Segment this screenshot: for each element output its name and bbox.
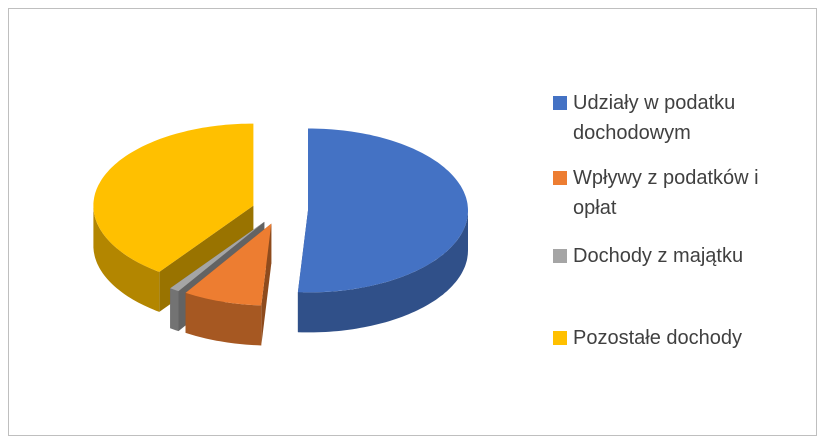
pie-slice (297, 128, 468, 333)
slice-face (297, 210, 468, 333)
legend-label: Pozostałe dochody (573, 327, 743, 349)
legend-swatch (553, 96, 567, 110)
slice-face (170, 221, 265, 292)
chart-frame (8, 8, 817, 436)
legend-item: Wpływy z podatków i opłat (553, 163, 793, 223)
slice-face (185, 292, 262, 346)
legend-swatch (553, 171, 567, 185)
slice-face (93, 205, 160, 312)
legend-item: Udziały w podatku dochodowym (553, 88, 793, 148)
legend-item: Pozostałe dochody (553, 323, 793, 353)
pie-slice (185, 223, 272, 346)
slice-face (185, 223, 272, 306)
slice-face (297, 128, 468, 293)
slice-face (170, 288, 179, 332)
legend-label: Wpływy z podatków i opłat (573, 167, 759, 219)
legend-label: Dochody z majątku (573, 245, 744, 267)
legend-item: Dochody z majątku (553, 241, 793, 271)
legend-swatch (553, 249, 567, 263)
legend-label: Udziały w podatku dochodowym (573, 92, 736, 144)
legend-swatch (553, 331, 567, 345)
slice-face (93, 123, 254, 272)
